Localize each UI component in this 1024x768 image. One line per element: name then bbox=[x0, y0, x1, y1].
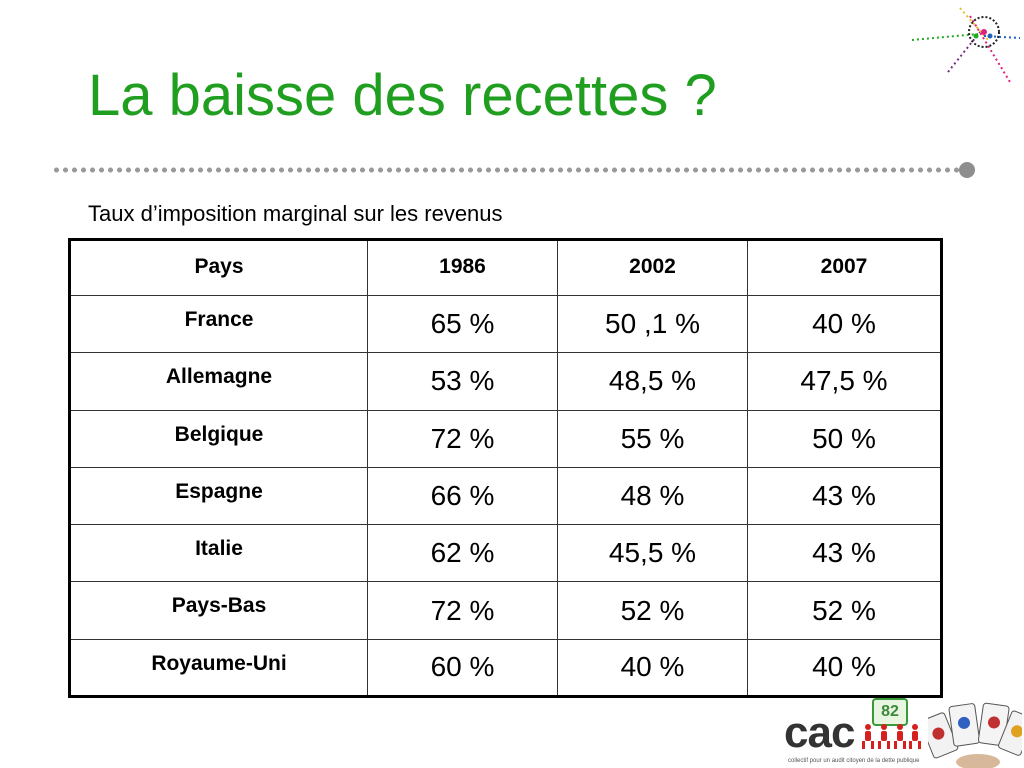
table-row: Pays-Bas 72 % 52 % 52 % bbox=[69, 581, 942, 640]
people-figures-icon bbox=[862, 724, 921, 749]
table-header-row: Pays 1986 2002 2007 bbox=[69, 239, 942, 296]
rate-2002-cell: 50 ,1 % bbox=[557, 294, 748, 354]
rate-2007-cell: 50 % bbox=[747, 409, 942, 468]
country-cell: Royaume-Uni bbox=[69, 638, 368, 698]
rate-2002-cell: 52 % bbox=[557, 581, 748, 640]
country-cell: France bbox=[69, 294, 368, 354]
rate-1986-cell: 72 % bbox=[367, 409, 558, 468]
country-cell: Allemagne bbox=[69, 352, 368, 411]
country-cell: Italie bbox=[69, 524, 368, 583]
rate-2007-cell: 40 % bbox=[747, 638, 942, 698]
country-cell: Pays-Bas bbox=[69, 581, 368, 640]
cac-badge: 82 bbox=[872, 698, 908, 726]
rate-2002-cell: 48 % bbox=[557, 466, 748, 526]
network-lines-icon bbox=[911, 7, 1021, 83]
playing-cards-icon bbox=[928, 702, 1022, 768]
rate-1986-cell: 62 % bbox=[367, 524, 558, 583]
rate-2002-cell: 40 % bbox=[557, 638, 748, 698]
header-2002: 2002 bbox=[557, 239, 748, 296]
cac-logo-text: cac bbox=[784, 708, 855, 757]
country-cell: Belgique bbox=[69, 409, 368, 468]
cac-tagline: collectif pour un audit citoyen de la de… bbox=[788, 758, 920, 764]
slide-title: La baisse des recettes ? bbox=[88, 63, 717, 128]
cac-logo: cac 82 collectif pour un audit citoyen d… bbox=[784, 698, 924, 766]
header-2007: 2007 bbox=[747, 239, 942, 296]
rate-2002-cell: 45,5 % bbox=[557, 524, 748, 583]
table-row: Belgique 72 % 55 % 50 % bbox=[69, 409, 942, 468]
rate-1986-cell: 60 % bbox=[367, 638, 558, 698]
rate-1986-cell: 53 % bbox=[367, 352, 558, 411]
dotted-divider bbox=[52, 167, 960, 173]
rate-1986-cell: 72 % bbox=[367, 581, 558, 640]
country-cell: Espagne bbox=[69, 466, 368, 526]
table-row: Royaume-Uni 60 % 40 % 40 % bbox=[69, 638, 942, 698]
table-row: Espagne 66 % 48 % 43 % bbox=[69, 466, 942, 526]
table-row: Allemagne 53 % 48,5 % 47,5 % bbox=[69, 352, 942, 411]
rate-2007-cell: 47,5 % bbox=[747, 352, 942, 411]
rate-2002-cell: 48,5 % bbox=[557, 352, 748, 411]
divider-end-dot bbox=[959, 162, 975, 178]
header-country: Pays bbox=[69, 239, 368, 296]
tax-rate-table: Pays 1986 2002 2007 France 65 % 50 ,1 % … bbox=[68, 238, 943, 698]
rate-2002-cell: 55 % bbox=[557, 409, 748, 468]
rate-1986-cell: 65 % bbox=[367, 294, 558, 354]
rate-2007-cell: 40 % bbox=[747, 294, 942, 354]
rate-2007-cell: 43 % bbox=[747, 466, 942, 526]
table-row: Italie 62 % 45,5 % 43 % bbox=[69, 524, 942, 583]
rate-2007-cell: 43 % bbox=[747, 524, 942, 583]
rate-2007-cell: 52 % bbox=[747, 581, 942, 640]
rate-1986-cell: 66 % bbox=[367, 466, 558, 526]
header-1986: 1986 bbox=[367, 239, 558, 296]
table-row: France 65 % 50 ,1 % 40 % bbox=[69, 294, 942, 354]
table-caption: Taux d’imposition marginal sur les reven… bbox=[88, 201, 503, 226]
